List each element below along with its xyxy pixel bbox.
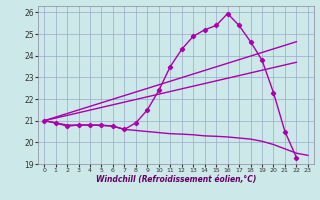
X-axis label: Windchill (Refroidissement éolien,°C): Windchill (Refroidissement éolien,°C) — [96, 175, 256, 184]
